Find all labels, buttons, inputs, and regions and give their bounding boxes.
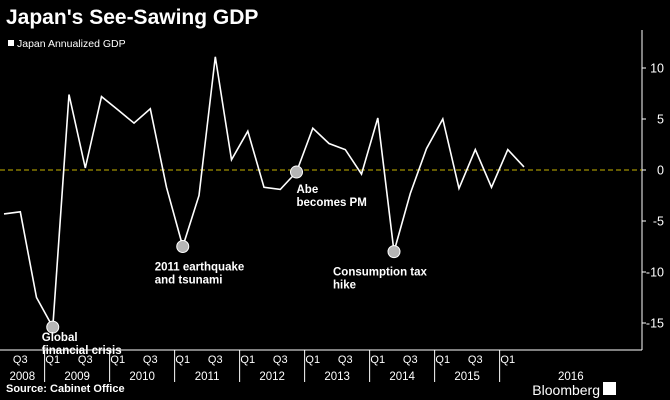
x-tick-quarter-label: Q1 [175, 354, 190, 366]
annotation-label: financial crisis [42, 345, 122, 357]
y-tick-label: -5 [653, 215, 664, 229]
bloomberg-logo: Bloomberg [532, 382, 616, 398]
x-tick-year-label: 2014 [389, 371, 415, 383]
x-tick-quarter-label: Q1 [435, 354, 450, 366]
x-tick-quarter-label: Q3 [338, 354, 353, 366]
x-tick-quarter-label: Q3 [468, 354, 483, 366]
legend: Japan Annualized GDP [8, 38, 126, 50]
y-tick-label: -10 [646, 266, 664, 280]
x-tick-year-label: 2008 [10, 371, 36, 383]
y-ticks: 10 5 0 -5 -10 -15 [642, 62, 664, 331]
x-tick-year-label: 2012 [259, 371, 285, 383]
annotation-label: becomes PM [297, 197, 367, 209]
x-tick-quarter-label: Q1 [305, 354, 320, 366]
y-tick-label: 5 [657, 113, 664, 127]
x-tick-quarter-label: Q1 [45, 354, 60, 366]
x-ticks: Q3 Q1 Q3 Q1 Q3 Q1 Q3 Q1 Q3 Q1 Q3 Q1 Q3 Q1 Q3 Q1 2008 2009… [10, 350, 584, 383]
x-tick-quarter-label: Q1 [110, 354, 125, 366]
x-tick-year-label: 2015 [454, 371, 480, 383]
annotation-marker [387, 245, 401, 259]
chart-title: Japan's See-Sawing GDP [6, 6, 258, 29]
annotation-label: Consumption tax [333, 267, 428, 279]
source-note: Source: Cabinet Office [6, 383, 125, 395]
x-tick-quarter-label: Q1 [240, 354, 255, 366]
x-tick-year-label: 2010 [129, 371, 155, 383]
y-tick-label: 0 [657, 164, 664, 178]
x-tick-quarter-label: Q1 [500, 354, 515, 366]
annotation-marker [46, 320, 60, 334]
legend-swatch [8, 40, 14, 46]
x-tick-quarter-label: Q1 [370, 354, 385, 366]
y-tick-label: -15 [646, 317, 664, 331]
x-tick-quarter-label: Q3 [208, 354, 223, 366]
x-tick-quarter-label: Q3 [78, 354, 93, 366]
x-tick-quarter-label: Q3 [143, 354, 158, 366]
y-tick-label: 10 [650, 62, 664, 76]
annotation-label: Global [42, 332, 78, 344]
x-tick-quarter-label: Q3 [403, 354, 418, 366]
bloomberg-logo-icon [603, 382, 616, 395]
annotation-label: Abe [297, 184, 319, 196]
series-line-japan-gdp [3, 56, 525, 330]
x-tick-quarter-label: Q3 [273, 354, 288, 366]
x-tick-year-label: 2011 [195, 371, 220, 383]
x-tick-year-label: 2016 [558, 371, 584, 383]
x-tick-quarter-label: Q3 [13, 354, 28, 366]
annotation-label: and tsunami [155, 275, 223, 287]
legend-label: Japan Annualized GDP [17, 38, 126, 50]
annotation-marker [176, 240, 190, 253]
x-tick-year-label: 2013 [324, 371, 350, 383]
annotation-marker [290, 165, 303, 179]
brand-name: Bloomberg [532, 382, 600, 398]
annotation-label: 2011 earthquake [155, 262, 245, 274]
x-tick-year-label: 2009 [64, 371, 90, 383]
annotation-label: hike [333, 280, 356, 292]
